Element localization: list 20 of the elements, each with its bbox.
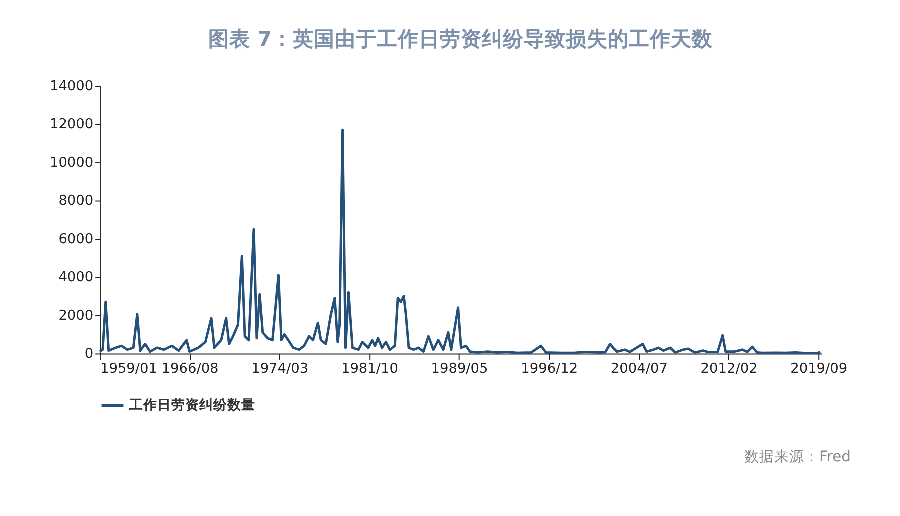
x-tick-label: 2019/09 [790,360,848,377]
y-tick-label: 14000 [50,78,94,94]
y-tick-label: 6000 [58,231,94,248]
y-tick-label: 2000 [58,308,94,324]
x-tick-label: 2012/02 [700,360,758,377]
y-tick-label: 8000 [58,193,94,210]
source-note: 数据来源：Fred [744,448,851,466]
y-tick-label: 12000 [50,116,94,133]
x-tick-label: 2004/07 [610,360,668,377]
chart-title: 图表 7：英国由于工作日劳资纠纷导致损失的工作天数 [208,26,714,51]
x-tick-label: 1981/10 [341,360,398,377]
y-tick-label: 0 [84,346,94,362]
x-tick-label: 1959/01 [100,360,158,377]
y-tick-label: 4000 [58,270,94,286]
x-tick-label: 1989/05 [431,360,488,377]
x-tick-label: 1966/08 [162,360,219,377]
y-tick-label: 10000 [50,154,94,171]
legend-label: 工作日劳资纠纷数量 [128,398,256,414]
x-tick-label: 1974/03 [252,360,309,377]
x-tick-label: 1996/12 [521,360,578,377]
